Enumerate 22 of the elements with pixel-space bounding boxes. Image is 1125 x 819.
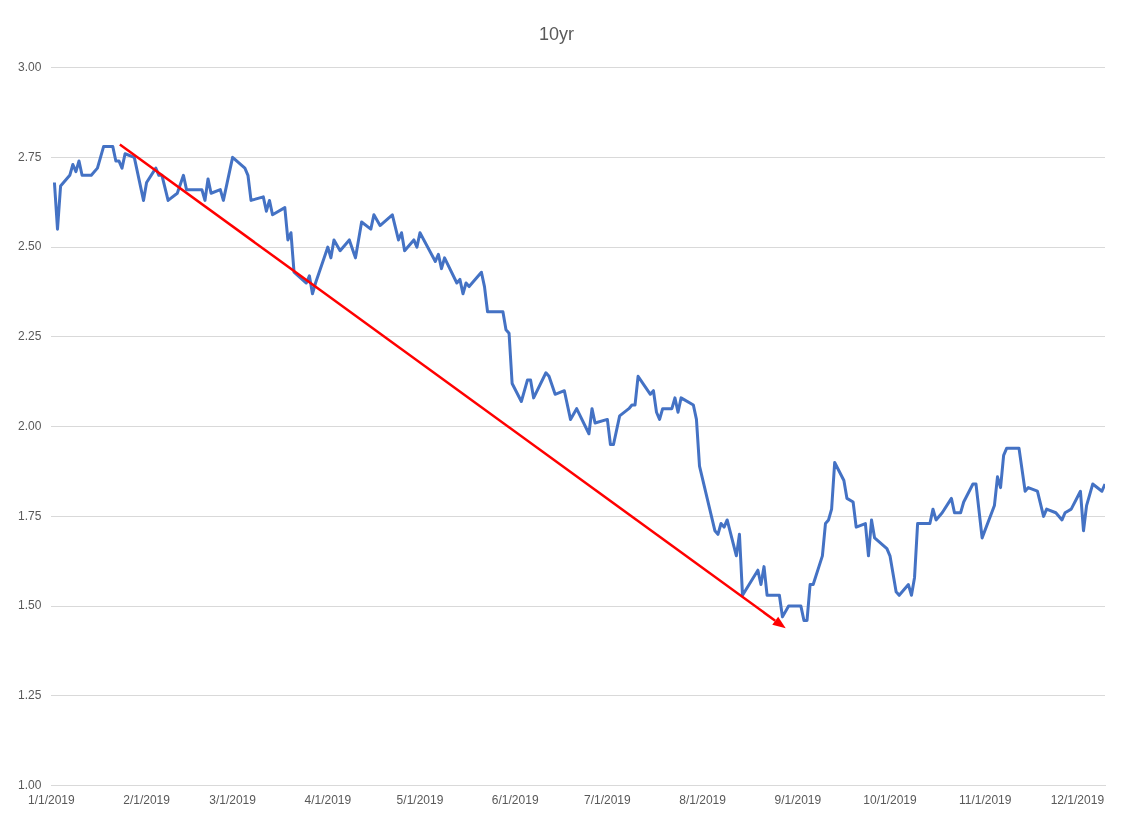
x-tick-label: 2/1/2019 [123,793,171,808]
y-tick-label: 1.00 [18,777,42,792]
x-tick-label: 3/1/2019 [209,793,257,808]
x-tick-label: 9/1/2019 [774,793,822,808]
y-tick-label: 1.50 [18,598,42,613]
y-tick-label: 3.00 [18,59,42,74]
y-tick-label: 1.25 [18,688,42,703]
y-tick-label: 2.75 [18,149,42,164]
y-tick-label: 2.25 [18,329,42,344]
x-tick-label: 12/1/2019 [1050,793,1105,808]
x-tick-label: 11/1/2019 [958,793,1012,808]
x-tick-label: 7/1/2019 [584,793,632,808]
x-tick-label: 1/1/2019 [28,793,76,808]
y-tick-label: 2.00 [18,418,42,433]
y-tick-label: 1.75 [18,508,42,523]
x-tick-label: 6/1/2019 [491,793,539,808]
x-tick-label: 10/1/2019 [863,793,917,808]
chart-title: 10yr [538,23,575,44]
x-tick-label: 4/1/2019 [304,793,352,808]
y-tick-label: 2.50 [18,239,42,254]
x-tick-label: 8/1/2019 [679,793,727,808]
x-tick-label: 5/1/2019 [396,793,444,808]
